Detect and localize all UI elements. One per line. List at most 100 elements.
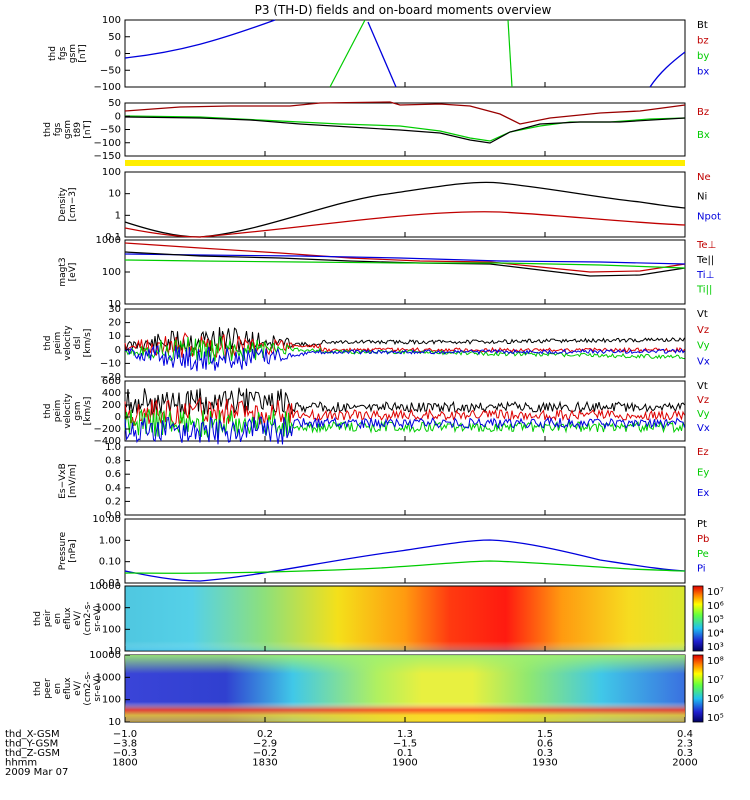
legend-pressure: Pi xyxy=(697,564,706,575)
pressure-pi-line xyxy=(124,539,686,582)
ephemeris-value: 1930 xyxy=(532,758,557,769)
legend-temp: Ti|| xyxy=(696,285,712,296)
velgsm-vz-line xyxy=(124,396,685,427)
ylabel-ionspec: sr-eV) xyxy=(93,605,103,631)
ylabel-efield: Es−VxB xyxy=(58,463,68,499)
temp-te-perp-line xyxy=(124,242,686,273)
ylabel-fgl: [nT] xyxy=(83,120,93,138)
veldsl-vx-line xyxy=(124,345,685,372)
ytick-density: 1 xyxy=(115,210,121,221)
ylabel-veldsl: [km/s] xyxy=(83,329,93,358)
fgs-green-line xyxy=(329,19,366,88)
ytick-efield: 0.8 xyxy=(105,456,121,467)
ylabel-fgs: [nT] xyxy=(78,44,88,62)
pressure-pe-line xyxy=(124,560,686,574)
ytick-elecspec: 10 xyxy=(108,717,121,728)
colorbar-tick-elecspec: 10⁸ xyxy=(707,656,724,667)
ytick-veldsl: 30 xyxy=(108,304,121,315)
ytick-ionspec: 10 xyxy=(108,646,121,657)
ylabel-velgsm: thd xyxy=(43,404,53,419)
ylabel-elecspec: thd xyxy=(33,681,43,696)
ytick-velgsm: 600 xyxy=(102,376,121,387)
ytick-fgs: −100 xyxy=(94,82,121,93)
ephemeris-value: −0.2 xyxy=(253,748,277,759)
density-ne-line xyxy=(124,211,686,238)
legend-density: Ni xyxy=(697,192,707,203)
fgl-red-line xyxy=(124,101,686,125)
x-ticks: thd_X-GSM −1.0 0.2 1.3 1.5 0.4 thd_Y-GSM −3.8 −2… xyxy=(5,82,698,778)
ephemeris-value: 0.2 xyxy=(257,729,273,740)
ytick-efield: 0.4 xyxy=(105,483,121,494)
ylabel-ionspec: eV/ xyxy=(73,610,83,626)
legend-temp: Ti⊥ xyxy=(696,270,714,281)
legend-pressure: Pt xyxy=(697,519,707,530)
ylabel-fgs: gsm xyxy=(68,44,78,63)
ylabel-ionspec: (cm2-s- xyxy=(83,601,93,635)
ephemeris-value: 2.3 xyxy=(677,739,693,750)
panel-fgs xyxy=(124,19,686,88)
ephemeris-label: hhmm xyxy=(5,758,37,769)
ylabel-fgl: t89 xyxy=(73,122,83,137)
ylabel-elecspec: (cm2-s- xyxy=(83,671,93,705)
ephemeris-label: thd_Z-GSM xyxy=(5,748,60,759)
ytick-efield: 0.6 xyxy=(105,469,121,480)
temp-ti-par-line xyxy=(124,259,686,269)
ephemeris-value: −2.9 xyxy=(253,739,277,750)
ytick-fgl: 0 xyxy=(115,111,121,122)
ylabel-elecspec: peer xyxy=(43,678,53,699)
ephemeris-value: 1830 xyxy=(252,758,277,769)
legend-fgl: Bz xyxy=(697,107,709,118)
legend-veldsl: Vt xyxy=(697,309,708,320)
ylabel-veldsl: peim xyxy=(53,332,63,355)
legend-temp: Te|| xyxy=(696,255,714,266)
ephemeris-label: thd_X-GSM xyxy=(5,729,60,740)
ylabel-ionspec: thd xyxy=(33,611,43,626)
ytick-pressure: 1.00 xyxy=(99,535,121,546)
ytick-ionspec: 10000 xyxy=(89,581,121,592)
ytick-temp: 1000 xyxy=(96,235,121,246)
ylabel-elecspec: eV/ xyxy=(73,680,83,696)
fgs-blue-line-2 xyxy=(367,21,397,88)
ytick-velgsm: −200 xyxy=(94,424,121,435)
legend-fgl: Bx xyxy=(697,130,710,141)
ylabel-density: [cm−3] xyxy=(68,187,78,221)
ytick-velgsm: 400 xyxy=(102,388,121,399)
colorbar-tick-elecspec: 10⁶ xyxy=(707,694,724,705)
legend-veldsl: Vz xyxy=(697,325,709,336)
ytick-veldsl: −20 xyxy=(100,372,121,383)
ylabel-fgl: gsm xyxy=(63,120,73,139)
ytick-fgl: −150 xyxy=(94,151,121,162)
ylabel-velgsm: [km/s] xyxy=(83,397,93,426)
ephemeris-value: 1.3 xyxy=(397,729,413,740)
ytick-elecspec: 100 xyxy=(102,695,121,706)
colorbar-tick-ionspec: 10⁴ xyxy=(707,628,724,639)
legend-pressure: Pe xyxy=(697,549,709,560)
ylabel-temp: [eV] xyxy=(68,263,78,282)
fgl-black-line xyxy=(124,116,686,144)
ylabel-velgsm: gsm xyxy=(73,401,83,420)
legend-pressure: Pb xyxy=(697,534,709,545)
ylabel-velgsm: peim xyxy=(53,400,63,423)
colorbar-tick-ionspec: 10⁵ xyxy=(707,615,724,626)
panel-pressure xyxy=(124,518,686,584)
ytick-fgl: 50 xyxy=(108,98,121,109)
ytick-velgsm: 0 xyxy=(115,412,121,423)
legend-veldsl: Vy xyxy=(697,341,710,352)
ephemeris-value: 0.3 xyxy=(677,748,693,759)
fgs-blue-line xyxy=(124,19,276,59)
legend-density: Npot xyxy=(697,211,721,222)
legend-efield: Ey xyxy=(697,468,709,479)
legend-efield: Ex xyxy=(697,488,709,499)
velgsm-vx-line xyxy=(124,415,685,445)
ytick-efield: 0.2 xyxy=(105,496,121,507)
ytick-velgsm: 200 xyxy=(102,400,121,411)
ion-colorbar xyxy=(692,585,704,652)
ephemeris-value: 0.6 xyxy=(537,739,553,750)
panel-efield xyxy=(124,446,686,516)
ytick-veldsl: 0 xyxy=(115,345,121,356)
ylabel-elecspec: sr-eV) xyxy=(93,675,103,701)
ytick-fgl: −100 xyxy=(94,138,121,149)
ylabel-fgl: fgs xyxy=(53,122,63,136)
